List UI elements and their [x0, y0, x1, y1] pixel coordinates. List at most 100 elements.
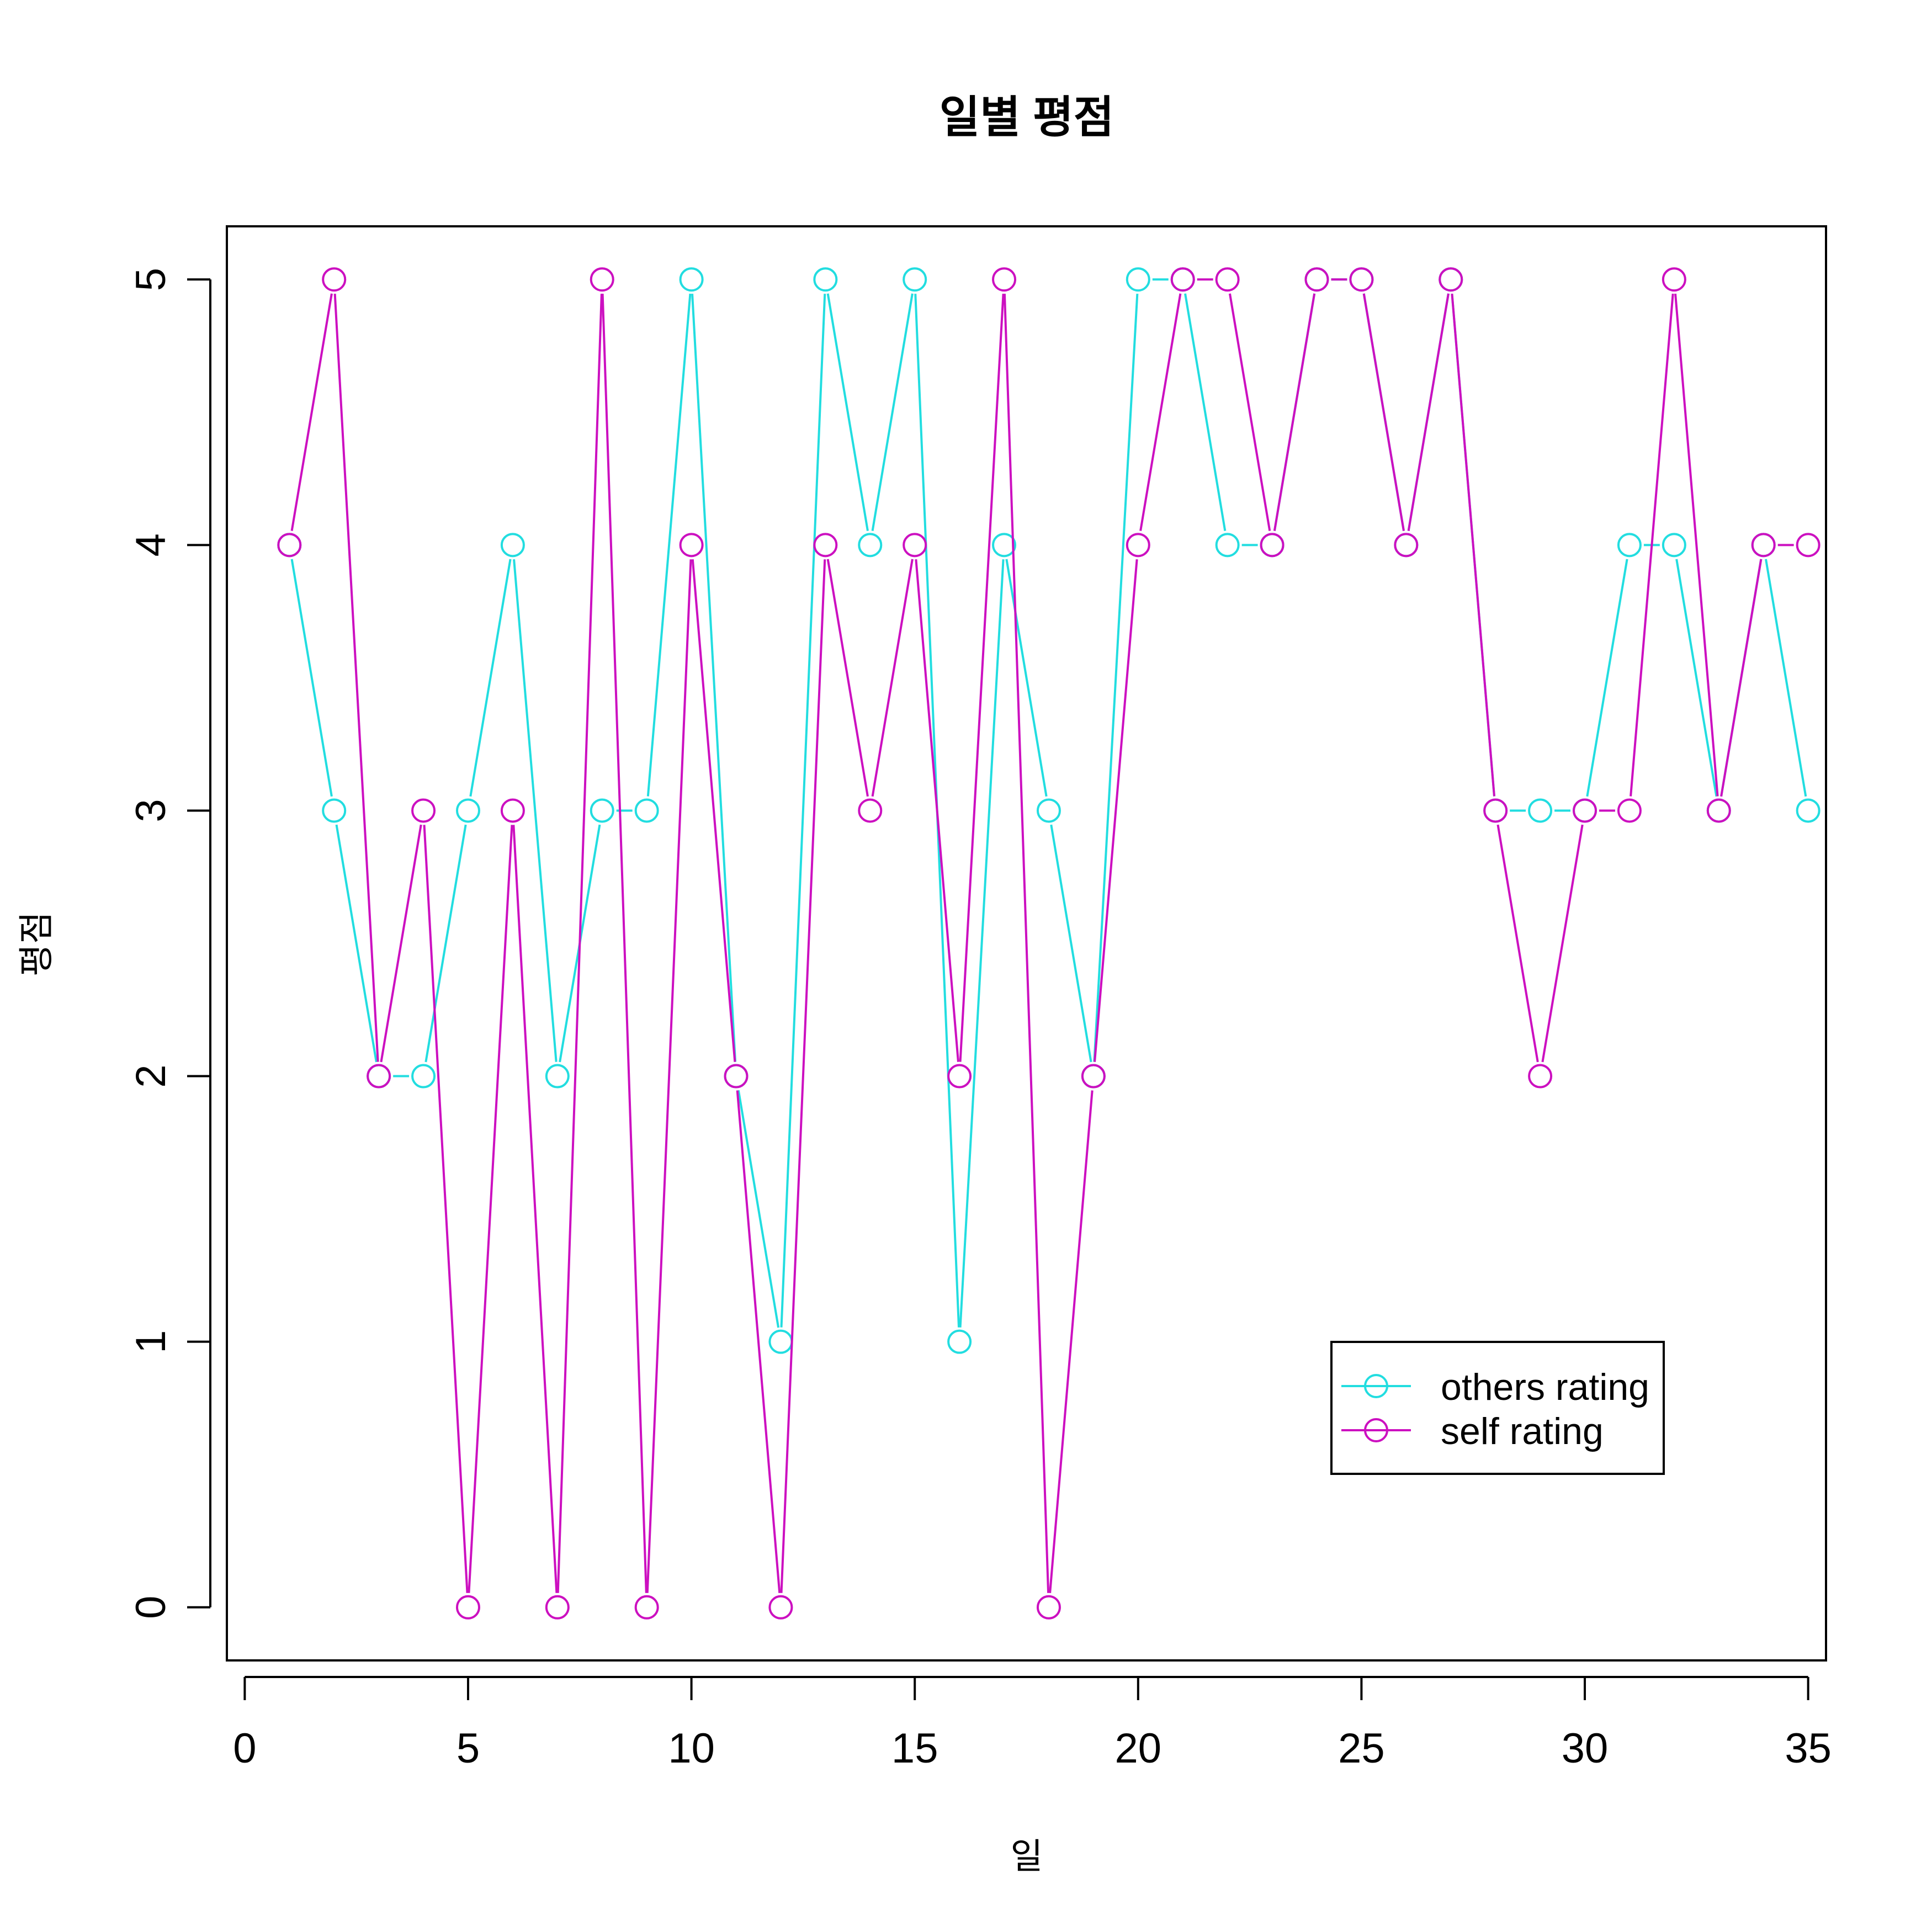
series-line-segment — [1139, 293, 1182, 532]
legend-label: self rating — [1441, 1410, 1604, 1452]
data-point — [813, 533, 838, 558]
data-point — [1215, 267, 1240, 292]
series-line-segment — [646, 293, 692, 797]
series-line-segment — [780, 559, 826, 1593]
series-line-segment — [1005, 559, 1048, 797]
data-point — [1126, 533, 1150, 558]
x-axis: 0 5 10 15 20 25 30 35 — [233, 1676, 1832, 1772]
series-line-segment — [513, 559, 558, 1062]
series-line-segment — [1273, 293, 1316, 532]
series-line-segment — [469, 559, 512, 797]
data-point — [1528, 798, 1553, 823]
data-point — [1036, 1595, 1061, 1620]
data-point — [1215, 533, 1240, 558]
legend-marker — [1364, 1418, 1388, 1442]
data-point — [1483, 798, 1508, 823]
x-tick-label: 5 — [457, 1725, 480, 1772]
series-line-segment — [959, 294, 1005, 1062]
y-axis-label: 평점 — [17, 911, 56, 976]
series-line-segment — [1630, 293, 1674, 797]
data-point — [1439, 267, 1463, 292]
series-line-segment — [1675, 559, 1718, 797]
x-tick-label: 0 — [233, 1725, 256, 1772]
series-line-segment — [1228, 293, 1271, 532]
series-line-segment — [1720, 559, 1763, 797]
series-line-segment — [1586, 559, 1628, 797]
data-point — [1528, 1064, 1553, 1089]
data-point — [590, 267, 614, 292]
data-point — [813, 267, 838, 292]
series-line-segment — [424, 824, 467, 1063]
series-line-segment — [333, 294, 379, 1062]
data-point — [1081, 1064, 1106, 1089]
data-point — [277, 533, 302, 558]
series-line-segment — [1003, 294, 1050, 1593]
series-line-segment — [959, 559, 1005, 1328]
series-line-segment — [335, 824, 378, 1063]
data-point — [411, 1064, 436, 1089]
series-line-segment — [1541, 824, 1584, 1063]
series-line-segment — [826, 293, 869, 532]
series-line-segment — [601, 294, 647, 1593]
data-point — [903, 533, 927, 558]
data-point — [858, 533, 883, 558]
data-point — [992, 267, 1017, 292]
series-self-rating — [277, 267, 1820, 1620]
y-tick-label: 2 — [128, 1064, 174, 1087]
series-line-segment — [1093, 294, 1139, 1062]
data-point — [1394, 533, 1419, 558]
data-point — [1662, 267, 1686, 292]
data-point — [500, 533, 525, 558]
data-point — [992, 533, 1017, 558]
y-axis: 0 1 2 3 4 5 — [128, 268, 211, 1619]
data-point — [1036, 798, 1061, 823]
series-line-segment — [1451, 293, 1495, 797]
data-point — [411, 798, 436, 823]
series-line-segment — [915, 559, 959, 1062]
series-line-segment — [1049, 1090, 1094, 1594]
y-tick-label: 1 — [128, 1330, 174, 1354]
x-tick-label: 35 — [1785, 1725, 1832, 1772]
data-point — [903, 267, 927, 292]
data-point — [1573, 798, 1597, 823]
series-line-segment — [512, 825, 558, 1593]
series-line-segment — [1674, 293, 1719, 797]
series-line-segment — [1094, 559, 1138, 1062]
x-tick-label: 30 — [1562, 1725, 1609, 1772]
series-line-segment — [646, 559, 692, 1593]
series-line-segment — [871, 559, 914, 797]
data-point — [679, 533, 704, 558]
legend-marker — [1364, 1374, 1388, 1398]
series-line-segment — [423, 825, 469, 1593]
series-line-segment — [1496, 824, 1539, 1063]
data-point — [1304, 267, 1329, 292]
data-point — [634, 798, 659, 823]
data-point — [455, 798, 480, 823]
data-point — [1662, 533, 1686, 558]
x-axis-label: 일 — [1011, 1837, 1043, 1876]
data-point — [1617, 533, 1642, 558]
series-line-segment — [380, 824, 422, 1063]
data-point — [679, 267, 704, 292]
data-point — [947, 1329, 972, 1354]
data-point — [322, 267, 347, 292]
data-point — [1170, 267, 1195, 292]
data-point — [1751, 533, 1776, 558]
data-point — [724, 1064, 749, 1089]
data-point — [634, 1595, 659, 1620]
data-point — [1349, 267, 1374, 292]
data-point — [545, 1595, 570, 1620]
series-line-segment — [1184, 293, 1227, 532]
data-point — [367, 1064, 391, 1089]
series-line-segment — [556, 294, 603, 1593]
data-point — [947, 1064, 972, 1089]
legend-box — [1330, 1341, 1665, 1475]
y-tick-label: 4 — [128, 533, 174, 556]
series-line-segment — [1765, 559, 1807, 797]
series-line-segment — [290, 293, 333, 532]
y-tick-label: 5 — [128, 268, 174, 291]
data-point — [500, 798, 525, 823]
series-line-segment — [737, 1090, 780, 1328]
data-point — [1617, 798, 1642, 823]
